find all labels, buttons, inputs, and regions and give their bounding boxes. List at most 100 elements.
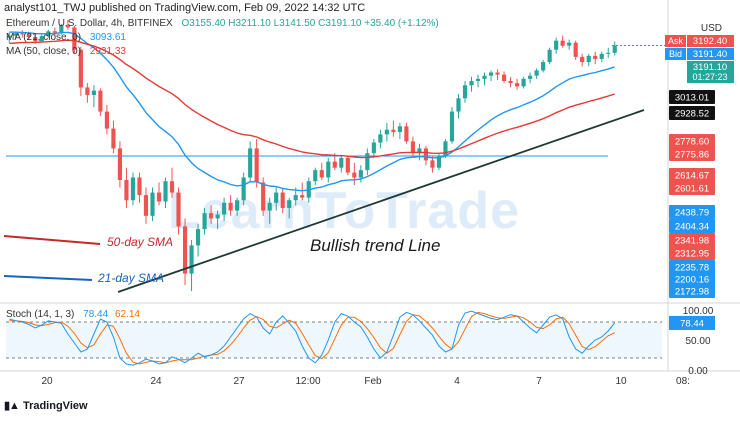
candle-body bbox=[567, 42, 572, 46]
candle-body bbox=[65, 25, 70, 28]
stoch-tick-label: 0.00 bbox=[688, 366, 708, 377]
time-tick-label: 24 bbox=[150, 376, 162, 387]
sma21-annotation-line bbox=[3, 275, 93, 281]
candle-body bbox=[534, 70, 539, 76]
candle-body bbox=[443, 141, 448, 156]
candle-body bbox=[547, 49, 552, 63]
candle-body bbox=[501, 74, 507, 81]
candle-body bbox=[319, 170, 324, 178]
last-price-bg bbox=[687, 61, 734, 83]
time-tick-label: 10 bbox=[615, 376, 627, 387]
price-level-tag-bg bbox=[669, 134, 715, 148]
ma21-price-tag-bg bbox=[669, 90, 715, 104]
candle-body bbox=[469, 80, 474, 86]
candle-body bbox=[189, 245, 194, 274]
candle-body bbox=[78, 49, 83, 88]
ask-badge bbox=[665, 35, 686, 47]
tradingview-footer[interactable]: ▮▲ TradingView bbox=[4, 399, 88, 413]
bid-value-bg bbox=[687, 48, 734, 60]
candle-body bbox=[52, 31, 57, 33]
candle-body bbox=[209, 213, 214, 219]
price-level-tag: 2235.78 bbox=[675, 263, 709, 274]
watermark: LearnToTrade bbox=[168, 182, 520, 240]
candle-body bbox=[339, 157, 344, 168]
candle-body bbox=[137, 177, 142, 196]
candle-body bbox=[541, 62, 546, 71]
ma50-price-tag: 2928.52 bbox=[675, 109, 709, 120]
candle-body bbox=[573, 42, 578, 57]
candle-body bbox=[495, 72, 500, 75]
candle-body bbox=[358, 170, 363, 178]
ma50-line bbox=[9, 39, 615, 159]
candle-body bbox=[345, 157, 350, 173]
sma21-label: 21-day SMA bbox=[97, 271, 164, 285]
candle-body bbox=[528, 75, 533, 79]
price-level-tag: 2778.60 bbox=[675, 137, 709, 148]
stoch-k-tag-bg bbox=[669, 315, 715, 330]
stoch-k-tag: 78.44 bbox=[680, 318, 704, 329]
ma21-legend[interactable]: MA (21, close, 0) 3093.61 bbox=[6, 32, 126, 43]
price-level-tag: 2775.86 bbox=[675, 150, 709, 161]
time-tick-label: 7 bbox=[536, 376, 542, 387]
candle-body bbox=[7, 35, 12, 38]
candle-body bbox=[488, 72, 494, 76]
candle-body bbox=[515, 83, 520, 87]
stoch-d-value: 62.14 bbox=[114, 309, 140, 320]
candle-body bbox=[143, 195, 149, 216]
time-tick-label: 27 bbox=[233, 376, 245, 387]
candle-body bbox=[150, 192, 155, 216]
candle-body bbox=[124, 179, 129, 201]
candle-body bbox=[365, 153, 370, 171]
ma50-legend-value: 2931.33 bbox=[89, 46, 126, 57]
price-level-tag-bg bbox=[669, 246, 715, 260]
candle-body bbox=[593, 55, 598, 59]
last-price-value: 3191.10 bbox=[693, 62, 727, 73]
bullish-trend-line bbox=[117, 109, 645, 293]
price-level-tag-bg bbox=[669, 233, 715, 247]
candle-body bbox=[117, 148, 123, 180]
candle-body bbox=[482, 75, 487, 79]
time-tick-label: Feb bbox=[364, 376, 382, 387]
ma50-legend[interactable]: MA (50, close, 0) 2931.33 bbox=[6, 46, 126, 57]
ma21-legend-label: MA (21, close, 0) bbox=[6, 32, 82, 43]
candle-body bbox=[182, 226, 188, 274]
candle-body bbox=[612, 45, 617, 53]
candle-body bbox=[332, 161, 337, 168]
candle-body bbox=[293, 195, 298, 201]
candle-body bbox=[280, 192, 285, 208]
price-level-tag-bg bbox=[669, 205, 715, 219]
ma50-price-tag-bg bbox=[669, 106, 715, 120]
stoch-tick-label: 50.00 bbox=[685, 336, 710, 347]
ma21-legend-value: 3093.61 bbox=[89, 32, 126, 43]
price-level-tag: 2601.61 bbox=[675, 184, 709, 195]
stoch-legend[interactable]: Stoch (14, 1, 3) 78.44 62.14 bbox=[6, 309, 140, 320]
candle-body bbox=[267, 202, 272, 211]
candle-body bbox=[274, 192, 279, 203]
candle-body bbox=[456, 98, 461, 112]
trend-line-label: Bullish trend Line bbox=[310, 236, 440, 255]
price-level-tag-bg bbox=[669, 219, 715, 233]
candle-body bbox=[586, 55, 591, 63]
candle-body bbox=[378, 134, 383, 143]
currency-label: USD bbox=[701, 23, 722, 34]
candle-body bbox=[130, 177, 136, 201]
symbol-name: Ethereum / U.S. Dollar, 4h, BITFINEX bbox=[6, 18, 173, 29]
candle-body bbox=[59, 25, 64, 33]
candle-body bbox=[254, 148, 259, 183]
candle-body bbox=[111, 128, 116, 149]
candle-body bbox=[202, 213, 207, 230]
price-level-tag: 2614.67 bbox=[675, 171, 709, 182]
candle-body bbox=[352, 172, 357, 178]
candle-body bbox=[599, 53, 604, 59]
candle-body bbox=[156, 192, 162, 202]
time-tick-label: 4 bbox=[454, 376, 460, 387]
candle-body bbox=[449, 111, 455, 142]
time-tick-label: 08: bbox=[676, 376, 690, 387]
tradingview-logo-icon: ▮▲ bbox=[4, 400, 20, 412]
ma21-price-tag: 3013.01 bbox=[675, 93, 709, 104]
stoch-tick-label: 100.00 bbox=[683, 306, 714, 317]
stoch-k-value: 78.44 bbox=[83, 309, 109, 320]
candle-body bbox=[554, 40, 559, 50]
